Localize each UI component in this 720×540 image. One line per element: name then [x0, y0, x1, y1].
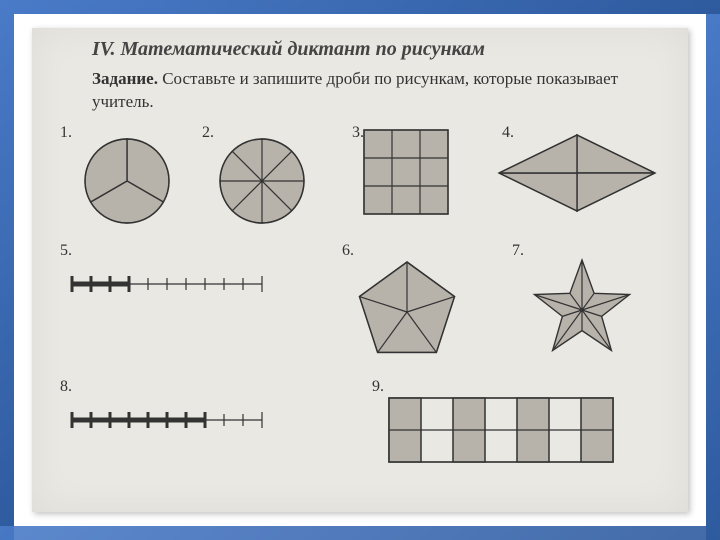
fig1-circle-thirds [82, 136, 172, 226]
fig4-rhombus [492, 128, 662, 218]
label-2: 2. [202, 124, 214, 142]
frame-right [706, 0, 720, 540]
frame-left [0, 0, 14, 540]
label-9: 9. [372, 378, 384, 396]
fig8-numberline [62, 400, 272, 440]
fig9-grid-2x7 [387, 396, 617, 466]
label-5: 5. [60, 242, 72, 260]
label-1: 1. [60, 124, 72, 142]
frame-top [0, 0, 720, 14]
fig5-numberline [62, 264, 272, 304]
task-body: Составьте и запишите дроби по рисункам, … [92, 69, 618, 111]
fig7-star [522, 250, 642, 365]
fig2-circle-eighths [217, 136, 307, 226]
section-heading: IV. Математический диктант по рисункам [92, 38, 485, 61]
label-8: 8. [60, 378, 72, 396]
frame-bottom [0, 526, 720, 540]
task-text: Задание. Составьте и запишите дроби по р… [92, 68, 658, 114]
fig3-grid-3x3 [362, 128, 452, 218]
worksheet-paper: IV. Математический диктант по рисункам З… [32, 28, 688, 512]
fig6-pentagon [347, 250, 467, 365]
task-prefix: Задание. [92, 69, 158, 88]
